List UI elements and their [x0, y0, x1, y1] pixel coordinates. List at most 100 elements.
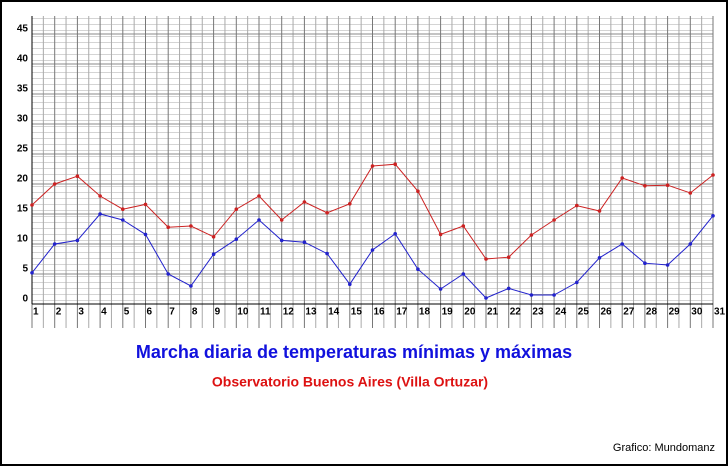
point: [506, 286, 511, 291]
point: [665, 183, 670, 187]
point: [121, 218, 125, 222]
point: [461, 224, 466, 228]
point: [484, 257, 488, 261]
x-tick-label: 24: [555, 307, 567, 318]
point: [98, 194, 102, 198]
point: [597, 256, 602, 260]
y-tick-label: 25: [17, 144, 29, 155]
point: [552, 218, 556, 222]
x-tick-label: 17: [396, 307, 408, 318]
point: [30, 203, 34, 207]
y-tick-label: 45: [17, 24, 29, 35]
point: [98, 212, 102, 216]
point: [52, 242, 57, 246]
y-tick-label: 30: [17, 114, 29, 125]
y-tick-label: 40: [17, 54, 29, 65]
point: [529, 233, 534, 237]
y-tick-label: 15: [17, 204, 29, 215]
x-tick-label: 30: [691, 307, 703, 318]
x-tick-label: 9: [215, 307, 221, 318]
x-tick-label: 5: [124, 307, 130, 318]
point: [52, 182, 57, 186]
y-tick-label: 0: [22, 294, 28, 305]
point: [665, 263, 670, 267]
y-tick-label: 5: [22, 264, 28, 275]
point: [643, 184, 647, 188]
y-tick-label: 35: [17, 84, 29, 95]
point: [279, 218, 284, 222]
point: [121, 207, 125, 211]
point: [711, 173, 715, 177]
point: [370, 248, 375, 252]
point: [189, 284, 193, 288]
point: [234, 237, 239, 241]
point: [143, 202, 148, 207]
credit: Grafico: Mundomanz: [613, 442, 715, 454]
x-tick-label: 29: [669, 307, 681, 318]
x-tick-label: 23: [532, 307, 544, 318]
x-tick-label: 8: [192, 307, 198, 318]
point: [211, 235, 216, 239]
point: [234, 207, 239, 211]
point: [393, 162, 398, 166]
x-tick-label: 6: [147, 307, 153, 318]
x-tick-label: 27: [623, 307, 635, 318]
x-tick-label: 3: [78, 307, 84, 318]
point: [643, 261, 647, 266]
x-tick-label: 12: [283, 307, 295, 318]
point: [506, 255, 511, 259]
point: [325, 211, 329, 215]
point: [302, 240, 307, 244]
x-tick-label: 25: [578, 307, 590, 318]
point: [30, 271, 34, 275]
x-tick-label: 7: [169, 307, 175, 318]
x-tick-label: 22: [510, 307, 522, 318]
point: [484, 296, 488, 300]
point: [75, 174, 80, 178]
point: [325, 251, 329, 256]
point: [393, 232, 398, 236]
point: [688, 242, 693, 246]
x-tick-label: 18: [419, 307, 431, 318]
x-tick-label: 1: [33, 307, 39, 318]
chart-title: Marcha diaria de temperaturas mínimas y …: [136, 342, 572, 362]
x-tick-label: 4: [101, 307, 107, 318]
x-tick-label: 28: [646, 307, 658, 318]
point: [166, 225, 170, 229]
point: [370, 164, 375, 168]
point: [348, 202, 352, 206]
x-tick-label: 16: [374, 307, 386, 318]
x-tick-label: 19: [442, 307, 454, 318]
x-tick-label: 11: [260, 307, 271, 318]
point: [552, 293, 556, 297]
point: [302, 200, 307, 204]
point: [416, 267, 420, 272]
point: [438, 287, 443, 291]
y-tick-label: 10: [17, 234, 29, 245]
point: [279, 238, 284, 243]
x-tick-label: 26: [601, 307, 613, 318]
point: [257, 218, 261, 222]
point: [166, 272, 170, 276]
x-tick-label: 14: [328, 307, 340, 318]
point: [211, 252, 216, 256]
x-tick-label: 15: [351, 307, 363, 318]
point: [348, 282, 352, 287]
point: [711, 214, 715, 218]
point: [529, 293, 534, 297]
point: [438, 232, 443, 237]
point: [257, 194, 261, 198]
point: [575, 280, 579, 285]
point: [143, 232, 148, 237]
chart-subtitle: Observatorio Buenos Aires (Villa Ortuzar…: [212, 374, 488, 390]
point: [688, 191, 693, 195]
point: [620, 176, 624, 180]
x-tick-label: 21: [487, 307, 499, 318]
x-tick-label: 13: [305, 307, 317, 318]
x-tick-label: 2: [56, 307, 62, 318]
point: [461, 272, 466, 276]
point: [416, 189, 420, 193]
point: [575, 203, 579, 208]
